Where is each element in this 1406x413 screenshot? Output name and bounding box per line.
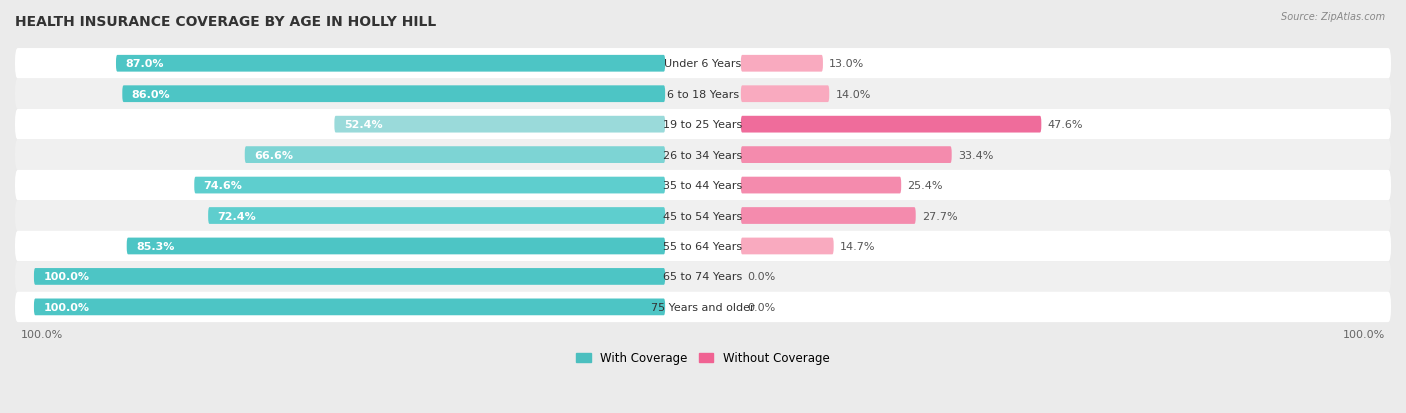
Text: 0.0%: 0.0% <box>747 272 776 282</box>
FancyBboxPatch shape <box>122 86 665 103</box>
Text: 65 to 74 Years: 65 to 74 Years <box>664 272 742 282</box>
FancyBboxPatch shape <box>15 231 1391 261</box>
Text: 100.0%: 100.0% <box>44 272 90 282</box>
FancyBboxPatch shape <box>34 299 665 316</box>
FancyBboxPatch shape <box>741 147 952 164</box>
FancyBboxPatch shape <box>741 238 834 255</box>
FancyBboxPatch shape <box>15 110 1391 140</box>
Text: 25.4%: 25.4% <box>907 180 943 191</box>
Text: 26 to 34 Years: 26 to 34 Years <box>664 150 742 160</box>
Text: HEALTH INSURANCE COVERAGE BY AGE IN HOLLY HILL: HEALTH INSURANCE COVERAGE BY AGE IN HOLL… <box>15 15 436 29</box>
FancyBboxPatch shape <box>741 208 915 224</box>
FancyBboxPatch shape <box>115 56 665 72</box>
FancyBboxPatch shape <box>15 201 1391 231</box>
Text: 66.6%: 66.6% <box>254 150 294 160</box>
Text: 55 to 64 Years: 55 to 64 Years <box>664 241 742 252</box>
FancyBboxPatch shape <box>127 238 665 255</box>
FancyBboxPatch shape <box>741 177 901 194</box>
FancyBboxPatch shape <box>208 208 665 224</box>
FancyBboxPatch shape <box>741 116 1042 133</box>
Text: 13.0%: 13.0% <box>830 59 865 69</box>
Text: Source: ZipAtlas.com: Source: ZipAtlas.com <box>1281 12 1385 22</box>
Text: Under 6 Years: Under 6 Years <box>665 59 741 69</box>
Text: 86.0%: 86.0% <box>132 90 170 100</box>
FancyBboxPatch shape <box>15 140 1391 171</box>
FancyBboxPatch shape <box>15 171 1391 201</box>
Text: 27.7%: 27.7% <box>922 211 957 221</box>
FancyBboxPatch shape <box>741 56 823 72</box>
Text: 14.7%: 14.7% <box>839 241 876 252</box>
Text: 52.4%: 52.4% <box>344 120 382 130</box>
Text: 87.0%: 87.0% <box>125 59 165 69</box>
FancyBboxPatch shape <box>245 147 665 164</box>
Text: 100.0%: 100.0% <box>1343 329 1385 339</box>
Text: 72.4%: 72.4% <box>218 211 256 221</box>
FancyBboxPatch shape <box>741 86 830 103</box>
Legend: With Coverage, Without Coverage: With Coverage, Without Coverage <box>572 347 834 369</box>
Text: 33.4%: 33.4% <box>957 150 994 160</box>
Text: 74.6%: 74.6% <box>204 180 243 191</box>
FancyBboxPatch shape <box>194 177 665 194</box>
FancyBboxPatch shape <box>335 116 665 133</box>
Text: 85.3%: 85.3% <box>136 241 174 252</box>
Text: 100.0%: 100.0% <box>44 302 90 312</box>
FancyBboxPatch shape <box>15 292 1391 322</box>
Text: 100.0%: 100.0% <box>21 329 63 339</box>
Text: 19 to 25 Years: 19 to 25 Years <box>664 120 742 130</box>
FancyBboxPatch shape <box>34 268 665 285</box>
FancyBboxPatch shape <box>15 79 1391 110</box>
Text: 75 Years and older: 75 Years and older <box>651 302 755 312</box>
Text: 35 to 44 Years: 35 to 44 Years <box>664 180 742 191</box>
Text: 45 to 54 Years: 45 to 54 Years <box>664 211 742 221</box>
Text: 47.6%: 47.6% <box>1047 120 1083 130</box>
Text: 6 to 18 Years: 6 to 18 Years <box>666 90 740 100</box>
FancyBboxPatch shape <box>15 261 1391 292</box>
Text: 0.0%: 0.0% <box>747 302 776 312</box>
FancyBboxPatch shape <box>15 49 1391 79</box>
Text: 14.0%: 14.0% <box>835 90 870 100</box>
